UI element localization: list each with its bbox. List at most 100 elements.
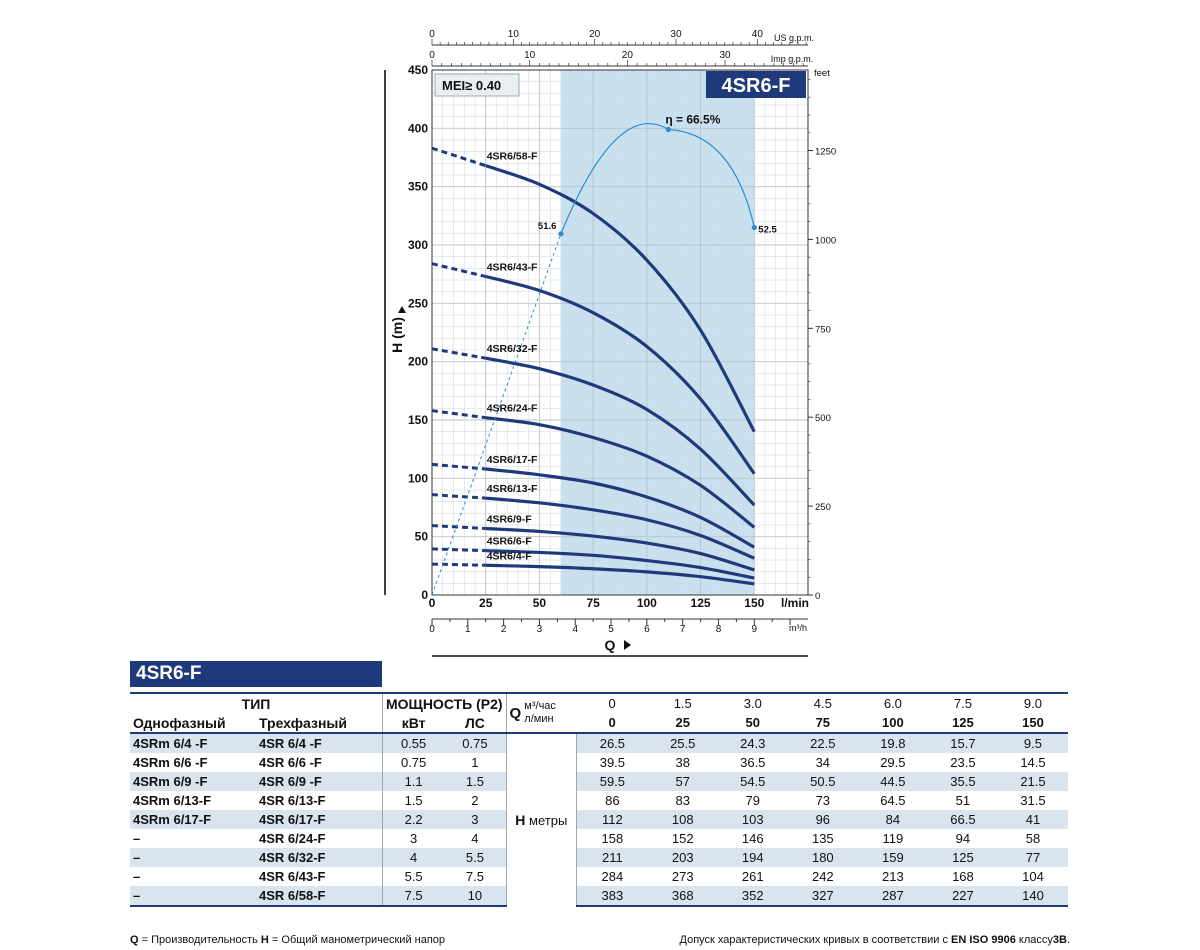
curve-label: 4SR6/17-F: [487, 454, 538, 466]
q-letter: Q: [509, 704, 522, 722]
model-three-phase: 4SR 6/32-F: [256, 848, 383, 867]
m3h-tick-label: 5: [608, 624, 614, 635]
head-value: 21.5: [997, 772, 1068, 791]
pump-curve: [485, 416, 756, 529]
efficiency-point: [558, 231, 564, 237]
usgpm-tick-label: 20: [589, 29, 601, 40]
curve-dashed-segment: [431, 146, 487, 168]
usgpm-tick-label: 30: [670, 29, 682, 40]
head-value: 44.5: [857, 772, 928, 791]
head-value: 35.5: [927, 772, 998, 791]
y-tick-label: 300: [408, 238, 428, 252]
y-tick-label: 50: [415, 530, 429, 544]
q-lmin-6: 150: [1022, 715, 1044, 730]
head-value: 152: [671, 831, 694, 846]
head-value: 58: [1025, 831, 1041, 846]
col-power: МОЩНОСТЬ (P2): [382, 693, 507, 713]
efficiency-point: [665, 126, 671, 133]
footer-tolerance: Допуск характеристических кривых в соотв…: [680, 934, 1071, 946]
head-value: 352: [717, 886, 788, 907]
q-m3-6: 9.0: [1023, 696, 1042, 711]
model-single-phase: 4SRm 6/4 -F: [130, 733, 256, 753]
q-header: Q м³/час л/мин: [505, 693, 577, 733]
model-three-phase: 4SR 6/13-F: [259, 793, 326, 808]
table-row: 4SRm 6/6 -F 4SR 6/6 -F 0.75 1 39.5 38 36.5 34 29…: [130, 753, 1068, 772]
head-value: 125: [927, 848, 998, 867]
model-three-phase: 4SR 6/6 -F: [259, 755, 322, 770]
model-badge-box: [706, 71, 806, 98]
head-value: 19.8: [857, 733, 928, 753]
y-tick-label: 350: [408, 180, 428, 194]
head-value: 194: [717, 848, 788, 867]
impgpm-unit: Imp g.p.m.: [771, 54, 814, 64]
m3h-tick-label: 3: [537, 624, 543, 635]
footer-h: H: [260, 934, 269, 946]
power-kw: 4: [382, 848, 445, 867]
power-kw: 5.5: [382, 867, 445, 886]
head-value: 180: [787, 848, 858, 867]
footer-grade: 3B: [1052, 934, 1067, 946]
model-badge: 4SR6-F: [722, 75, 791, 97]
y-tick-label: 400: [408, 121, 428, 135]
table-row: –4SR 6/32-F 4 5.5 211 203 194 180 159 125 77: [130, 848, 1068, 867]
power-kw: 0.75: [382, 753, 445, 772]
head-value: 203: [647, 848, 718, 867]
footer-dot: .: [1066, 934, 1070, 946]
q-lmin-5: 125: [952, 715, 974, 730]
x-lmin-tick-label: 150: [744, 596, 764, 610]
q-lmin-0: 0: [608, 715, 616, 730]
m3h-tick-label: 7: [680, 624, 686, 635]
x-lmin-tick-label: 25: [479, 596, 493, 610]
head-value: 79: [745, 793, 760, 808]
x-lmin-tick-label: 75: [586, 596, 600, 610]
col-type: ТИП: [241, 695, 271, 712]
model-single-phase: 4SRm 6/6 -F: [133, 755, 208, 770]
power-hp: 4: [471, 831, 479, 846]
col-three: Трехфазный: [259, 714, 347, 731]
pump-curve: [485, 274, 756, 475]
head-value: 31.5: [1020, 793, 1046, 808]
y-tick-label: 100: [408, 471, 428, 485]
power-hp: 5.5: [444, 848, 507, 867]
col-kw: кВт: [382, 713, 445, 733]
y-tick-label: 250: [408, 296, 428, 310]
feet-tick-label: 750: [815, 324, 831, 335]
model-single-phase: 4SRm 6/13-F: [133, 793, 212, 808]
power-kw: 1.5: [382, 791, 445, 810]
table-row: –4SR 6/58-F 7.5 10 383 368 352 327 287 227 140: [130, 886, 1068, 907]
footer-class: классу: [1015, 934, 1053, 946]
model-three-phase: 4SR 6/4 -F: [256, 733, 383, 753]
impgpm-tick-label: 10: [524, 50, 536, 61]
feet-tick-label: 250: [815, 502, 831, 513]
curve-label: 4SR6/32-F: [487, 343, 538, 355]
table-row: 4SRm 6/13-F 4SR 6/13-F 1.5 2 86 83 79 73 64.5 51 3…: [130, 791, 1068, 810]
model-three-phase: 4SR 6/24-F: [259, 831, 326, 846]
q-lmin-4: 100: [882, 715, 904, 730]
pump-curve: [485, 356, 756, 507]
model-single-phase: 4SRm 6/17-F: [130, 810, 256, 829]
model-single-phase: –: [130, 886, 256, 907]
curve-dashed-segment: [431, 562, 486, 567]
y-tick-label: 450: [408, 63, 428, 77]
head-value: 38: [675, 755, 690, 770]
power-hp: 7.5: [465, 869, 484, 884]
y-axis-label: H (m): [389, 317, 405, 353]
head-value: 284: [601, 869, 624, 884]
footer-h-text: = Общий манометрический напор: [268, 934, 446, 946]
head-value: 158: [601, 831, 624, 846]
head-value: 96: [787, 810, 858, 829]
y-arrow-icon: [398, 306, 406, 313]
table-row: 4SRm 6/17-F 4SR 6/17-F 2.2 3 112 108 103 96 84 66…: [130, 810, 1068, 829]
curve-dashed-segment: [431, 462, 486, 471]
curve-dashed-segment: [431, 524, 486, 530]
feet-tick-label: 500: [815, 413, 831, 424]
head-value: 211: [576, 848, 648, 867]
head-value: 140: [997, 886, 1068, 907]
curve-label: 4SR6/24-F: [487, 403, 538, 415]
pump-curve: [485, 526, 755, 572]
head-value: 159: [857, 848, 928, 867]
head-value: 25.5: [647, 733, 718, 753]
curve-dashed-segment: [431, 547, 486, 553]
efficiency-point: [751, 224, 757, 231]
head-value: 77: [997, 848, 1068, 867]
